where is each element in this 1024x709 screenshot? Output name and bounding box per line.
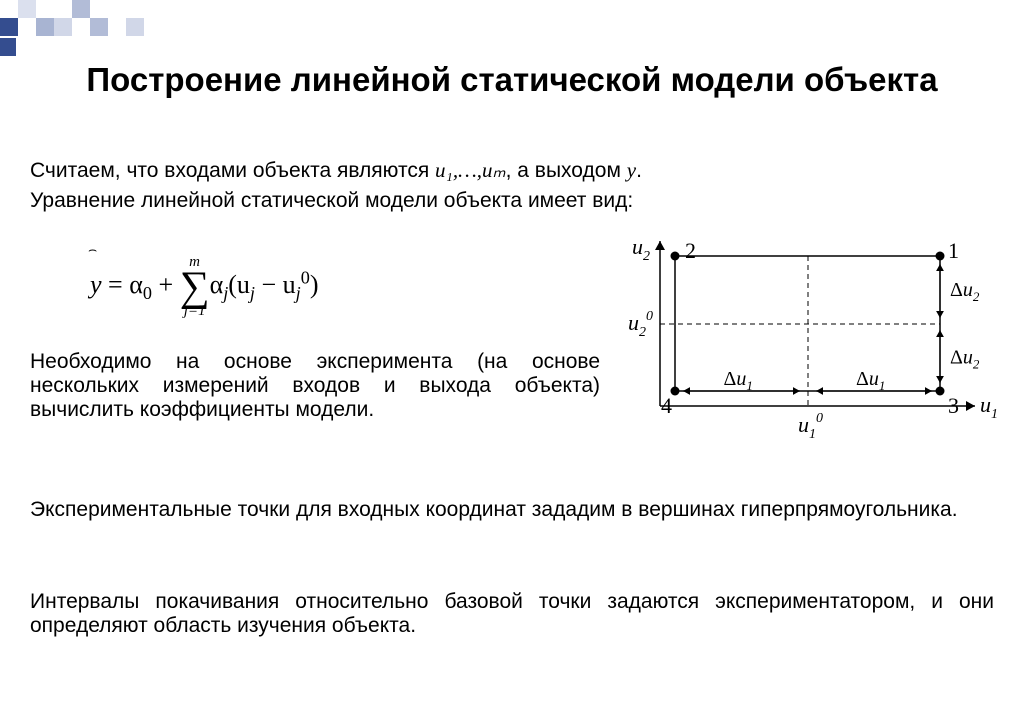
svg-text:4: 4: [661, 393, 672, 418]
p1-dot: .: [636, 159, 642, 182]
svg-text:1: 1: [948, 238, 959, 263]
main-equation: ⌢ y = α0 + m∑j=1αj(uj − uj0): [30, 225, 450, 335]
paragraph-3: Необходимо на основе эксперимента (на ос…: [30, 350, 600, 422]
svg-text:Δu1: Δu1: [724, 368, 753, 393]
paragraph-5: Интервалы покачивания относительно базов…: [30, 590, 994, 638]
svg-text:u2: u2: [632, 236, 650, 264]
eq-sup0: 0: [301, 267, 310, 287]
eq-open: (u: [228, 270, 250, 299]
summation-symbol: m∑j=1: [180, 255, 210, 319]
eq-minus: − u: [255, 270, 296, 299]
svg-text:2: 2: [685, 238, 696, 263]
diagram-svg: 2 1 4 3 u2 u1 u20 u10 Δu1 Δu1 Δu2 Δu2: [620, 236, 1000, 456]
svg-text:u1: u1: [980, 392, 998, 422]
slide-title: Построение линейной статической модели о…: [0, 60, 1024, 100]
eq-close: ): [310, 270, 319, 299]
sum-lower: j=1: [180, 304, 210, 319]
svg-text:Δu2: Δu2: [950, 347, 980, 372]
p1-y: y: [627, 158, 636, 182]
p1-vars: u₁,…,uₘ: [435, 158, 506, 182]
eq-y: y: [90, 270, 102, 299]
header-decoration: [0, 0, 260, 36]
paragraph-4: Экспериментальные точки для входных коор…: [30, 498, 994, 522]
svg-text:u10: u10: [798, 411, 823, 442]
eq-alpha: α: [210, 270, 224, 299]
svg-text:3: 3: [948, 393, 959, 418]
p1-text-b: , а выходом: [506, 159, 627, 182]
svg-text:Δu2: Δu2: [950, 279, 980, 304]
eq-plus: +: [152, 270, 180, 299]
svg-text:u20: u20: [628, 309, 653, 340]
svg-text:Δu1: Δu1: [856, 368, 885, 393]
eq-equals: = α: [102, 270, 143, 299]
p1-text-a: Считаем, что входами объекта являются: [30, 159, 435, 182]
paragraph-2: Уравнение линейной статической модели об…: [30, 189, 994, 213]
header-sidebar-square: [0, 38, 16, 56]
sigma-glyph: ∑: [180, 266, 210, 308]
coordinate-diagram: 2 1 4 3 u2 u1 u20 u10 Δu1 Δu1 Δu2 Δu2: [620, 236, 1000, 456]
eq-sub0: 0: [143, 283, 152, 303]
hat-symbol: ⌢: [88, 243, 97, 259]
paragraph-1: Считаем, что входами объекта являются u₁…: [30, 158, 994, 183]
